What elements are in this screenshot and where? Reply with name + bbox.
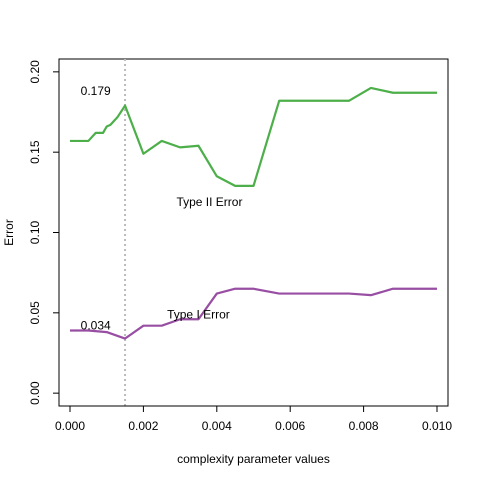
y-tick-label: 0.05	[28, 301, 42, 325]
x-tick-label: 0.000	[55, 419, 85, 433]
y-axis: 0.00 0.05 0.10 0.15 0.20	[28, 60, 60, 405]
x-tick-label: 0.008	[349, 419, 379, 433]
annotation-label: Type II Error	[176, 195, 242, 209]
annotation-label: 0.034	[81, 319, 111, 333]
annotation-label: 0.179	[81, 84, 111, 98]
x-tick-label: 0.006	[275, 419, 305, 433]
y-axis-label: Error	[2, 219, 16, 246]
series-line-2	[70, 287, 437, 340]
y-tick-label: 0.15	[28, 140, 42, 164]
y-tick-label: 0.20	[28, 60, 42, 84]
annotation-layer: 0.179 0.034 Type II Error Type I Error	[81, 84, 243, 333]
annotation-label: Type I Error	[167, 307, 230, 321]
series-line-1	[70, 86, 437, 188]
x-tick-label: 0.004	[202, 419, 232, 433]
x-tick-label: 0.010	[422, 419, 452, 433]
series-layer	[70, 86, 437, 340]
plot-area-border	[58, 58, 449, 407]
y-tick-label: 0.10	[28, 220, 42, 244]
y-tick-label: 0.00	[28, 381, 42, 405]
x-tick-label: 0.002	[128, 419, 158, 433]
x-axis: 0.000 0.002 0.004 0.006 0.008 0.010	[55, 405, 452, 433]
x-axis-label: complexity parameter values	[177, 452, 330, 466]
